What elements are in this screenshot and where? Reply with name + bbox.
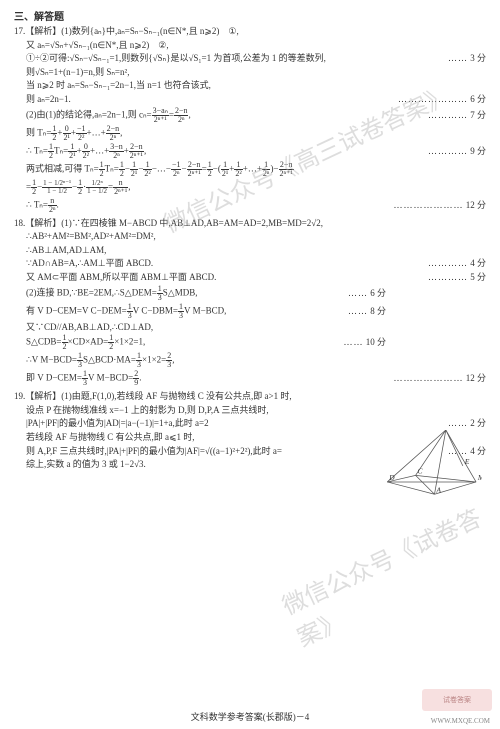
p19-l2: 设点 P 在抛物线准线 x=−1 上的射影为 D,则 D,P,A 三点共线时,	[26, 404, 486, 417]
p17-l4: 则√Sₙ=1+(n−1)=n,则 Sₙ=n²,	[26, 66, 486, 79]
watermark-2: 微信公众号《试卷答案》	[276, 497, 500, 653]
p18-l8: 又∵CD//AB,AB⊥AD,∴CD⊥AD,	[26, 321, 386, 334]
p18-l6: (2)连接 BD,∵BE=2EM,∴S△DEM=13S△MDB,	[26, 285, 342, 302]
p17-l2: 又 aₙ=√Sₙ+√Sₙ₋₁(n∈N*,且 n⩾2) ②,	[26, 39, 486, 52]
section-header: 三、解答题	[14, 8, 486, 23]
p19-pt3: …… 2 分	[448, 417, 486, 430]
p19-header: 19.【解析】(1)由题,F(1,0),若线段 AF 与抛物线 C 没有公共点,…	[14, 390, 486, 403]
p17-l7: (2)由(1)的结论得,aₙ=2n−1,则 cₙ=3−aₙ2ⁿ⁺¹=2−n2ⁿ,	[26, 107, 422, 124]
p18-pt4: ………… 4 分	[428, 257, 486, 270]
p17-pt3: …… 3 分	[448, 52, 486, 65]
p18-pt9: …… 10 分	[343, 336, 386, 349]
p18-l2: ∴AB²+AM²=BM²,AD²+AM²=DM²,	[26, 230, 486, 243]
svg-text:A: A	[435, 485, 441, 494]
p17-pt12: ………………… 12 分	[393, 199, 486, 212]
p18-l7: 有 V D−CEM=V C−DEM=13V C−DBM=13V M−BCD,	[26, 303, 342, 320]
p18-l4: ∵AD∩AB=A,∴AM⊥平面 ABCD.	[26, 257, 422, 270]
p18-l9: S△CDB=12×CD×AD=12×1×2=1,	[26, 334, 337, 351]
p17-pt9: ………… 9 分	[428, 145, 486, 158]
svg-text:M: M	[477, 473, 482, 482]
corner-logo: 试卷答案	[422, 689, 492, 711]
p18-l5: 又 AM⊂平面 ABM,所以平面 ABM⊥平面 ABCD.	[26, 271, 422, 284]
page-footer: 文科数学参考答案(长郡版)－4	[0, 710, 500, 723]
p18-l10: ∴V M−BCD=13S△BCD·MA=13×1×2=23,	[26, 352, 486, 369]
svg-text:D: D	[388, 473, 395, 482]
p17-l6: 则 aₙ=2n−1.	[26, 93, 392, 106]
p17-l9: ∴ Tₙ=12Tₙ=12¹+02²+…+3−n2ⁿ+2−n2ⁿ⁺¹,	[26, 143, 422, 160]
p18-pt11: ………………… 12 分	[393, 372, 486, 385]
p17-l12: ∴ Tₙ=n2ⁿ.	[26, 197, 387, 214]
p18-l11: 即 V D−CEM=13V M−BCD=29.	[26, 370, 387, 387]
p17-pt7: ………… 7 分	[428, 109, 486, 122]
p17-l11: =12−1 − 1/2ⁿ⁻¹1 − 1/2−12·1/2ⁿ1 − 1/2=n2ⁿ…	[26, 179, 486, 196]
svg-text:C: C	[418, 466, 424, 475]
p18-l3: ∴AB⊥AM,AD⊥AM,	[26, 244, 486, 257]
p19-l3: |PA|+|PF|的最小值为|AD|=|a−(−1)|=1+a,此时 a=2	[26, 417, 442, 430]
p18-pt7: …… 8 分	[348, 305, 386, 318]
p17-header: 17.【解析】(1)数列{aₙ}中,aₙ=Sₙ−Sₙ₋₁(n∈N*,且 n⩾2)…	[14, 25, 486, 38]
p17-pt6: ………………… 6 分	[398, 93, 486, 106]
p17-l3: ①÷②可得:√Sₙ−√Sₙ₋₁=1,则数列{√Sₙ}是以√S₁=1 为首项,公差…	[26, 52, 442, 65]
pyramid-diagram: BDCAME	[387, 430, 482, 515]
p18-pt6: …… 6 分	[348, 287, 386, 300]
corner-url: WWW.MXQE.COM	[431, 717, 490, 725]
p17-l10: 两式相减,可得 Tₙ=12Tₙ=12−12¹−12²−…−−12ⁿ−2−n2ⁿ⁺…	[26, 161, 486, 178]
p18-header: 18.【解析】(1)∵在四棱锥 M−ABCD 中,AB⊥AD,AB=AM=AD=…	[14, 217, 486, 230]
p19-l5: 则 A,P,F 三点共线时,|PA|+|PF|的最小值为|AF|=√((a−1)…	[26, 445, 442, 458]
p18-pt5: ………… 5 分	[428, 271, 486, 284]
svg-text:E: E	[464, 457, 470, 466]
p17-l8: 则 Tₙ=12+02¹+−12²+…+2−n2ⁿ,	[26, 125, 486, 142]
p17-l5: 当 n⩾2 时 aₙ=Sₙ−Sₙ₋₁=2n−1,当 n=1 也符合该式,	[26, 79, 486, 92]
